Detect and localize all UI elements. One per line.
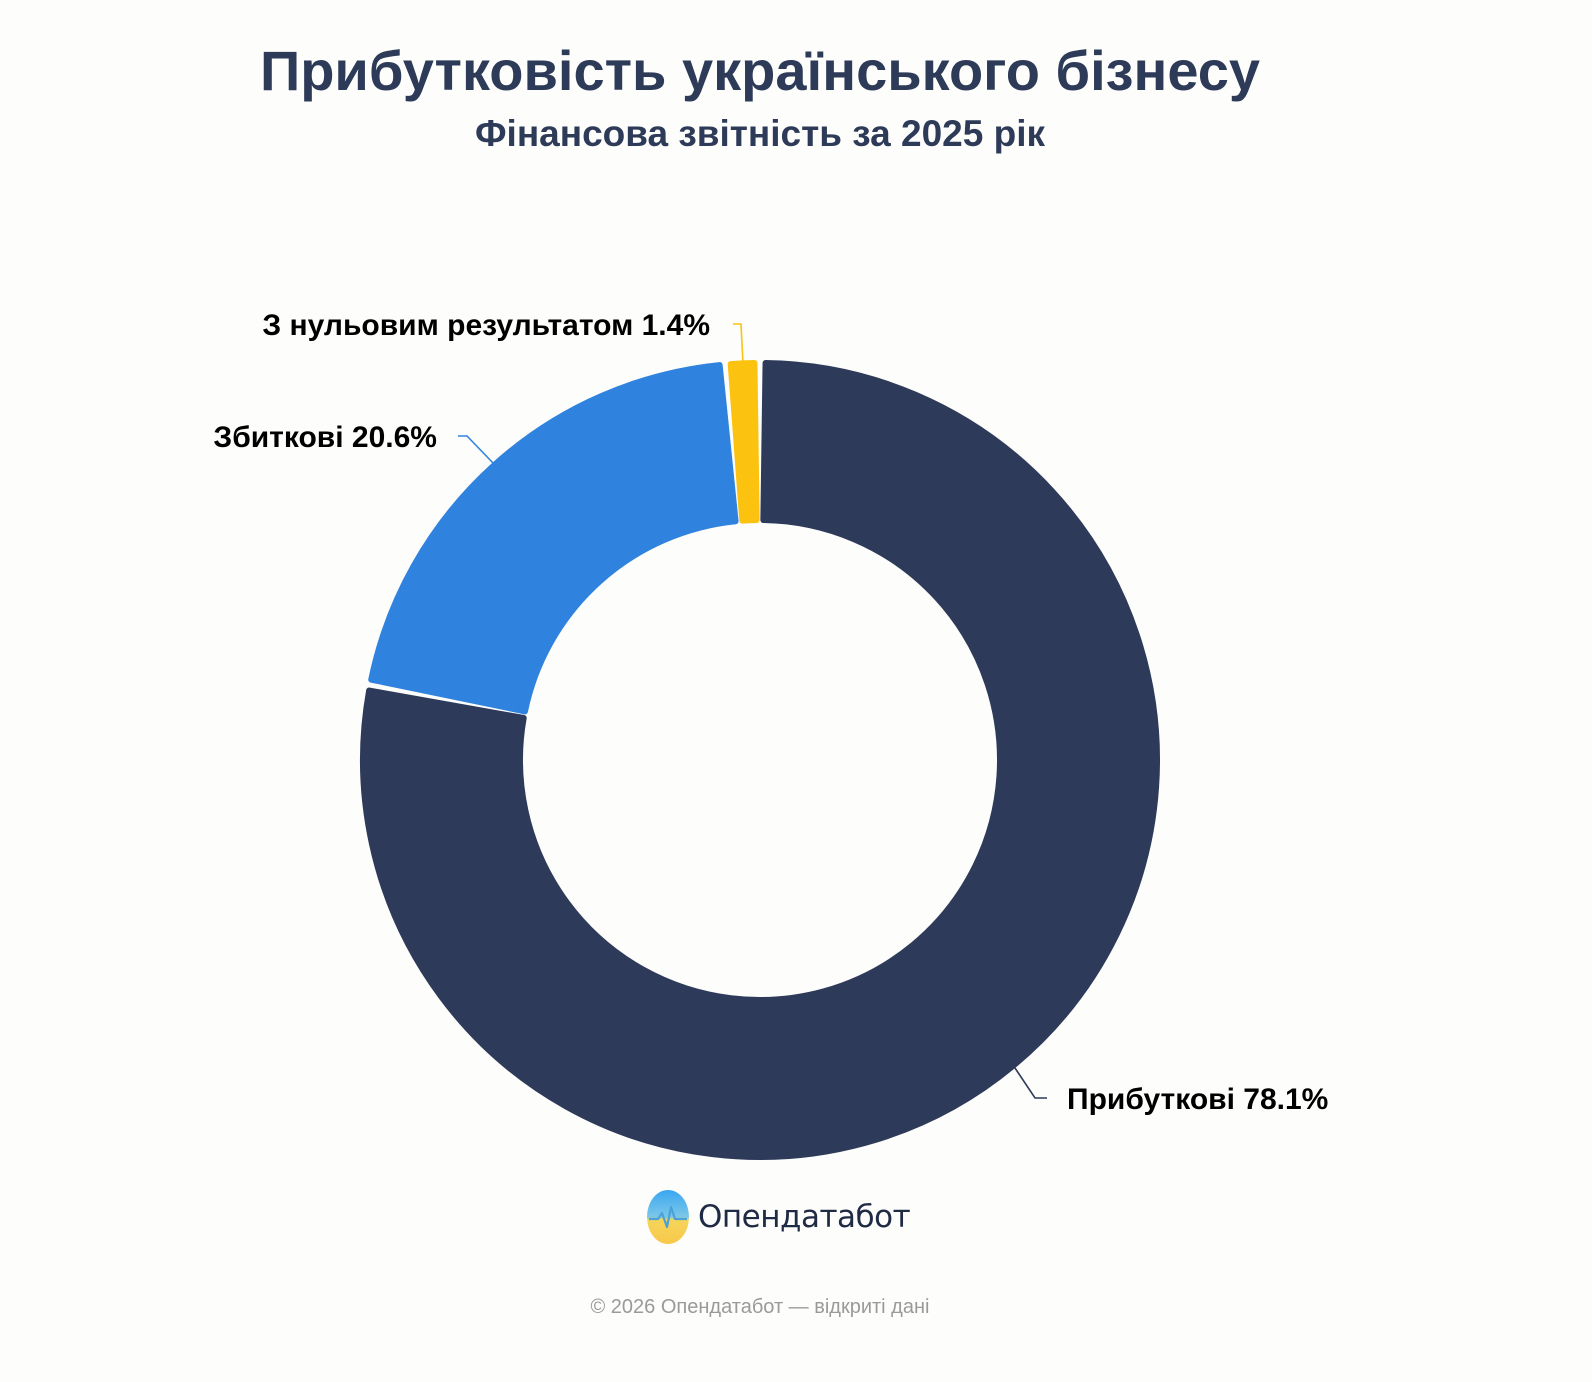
slice-labels: Прибуткові 78.1% Збиткові 20.6% З нульовим… <box>213 309 1328 1116</box>
donut-slice-2 <box>368 362 739 715</box>
leader-line-2 <box>458 435 495 465</box>
leader-line-1 <box>1014 1067 1047 1099</box>
chart-title: Прибутковість українського бізнесу <box>259 39 1261 102</box>
opendatabot-logo-icon <box>647 1190 689 1244</box>
slice-label-1: Прибуткові 78.1% <box>1067 1083 1328 1116</box>
slice-label-2: Збиткові 20.6% <box>213 421 437 454</box>
chart-subtitle: Фінансова звітність за 2025 рік <box>474 113 1046 154</box>
footer-copyright: © 2026 Опендатабот — відкриті дані <box>590 1296 930 1318</box>
leader-line-3 <box>733 323 744 365</box>
donut-slices <box>360 360 1160 1160</box>
donut-slice-1 <box>360 360 1160 1160</box>
donut-slice-3 <box>727 360 760 524</box>
slice-label-3: З нульовим результатом 1.4% <box>262 309 710 342</box>
label-leader-lines <box>458 323 1047 1099</box>
brand: Опендатабот <box>646 1188 911 1246</box>
brand-name: Опендатабот <box>698 1199 911 1235</box>
